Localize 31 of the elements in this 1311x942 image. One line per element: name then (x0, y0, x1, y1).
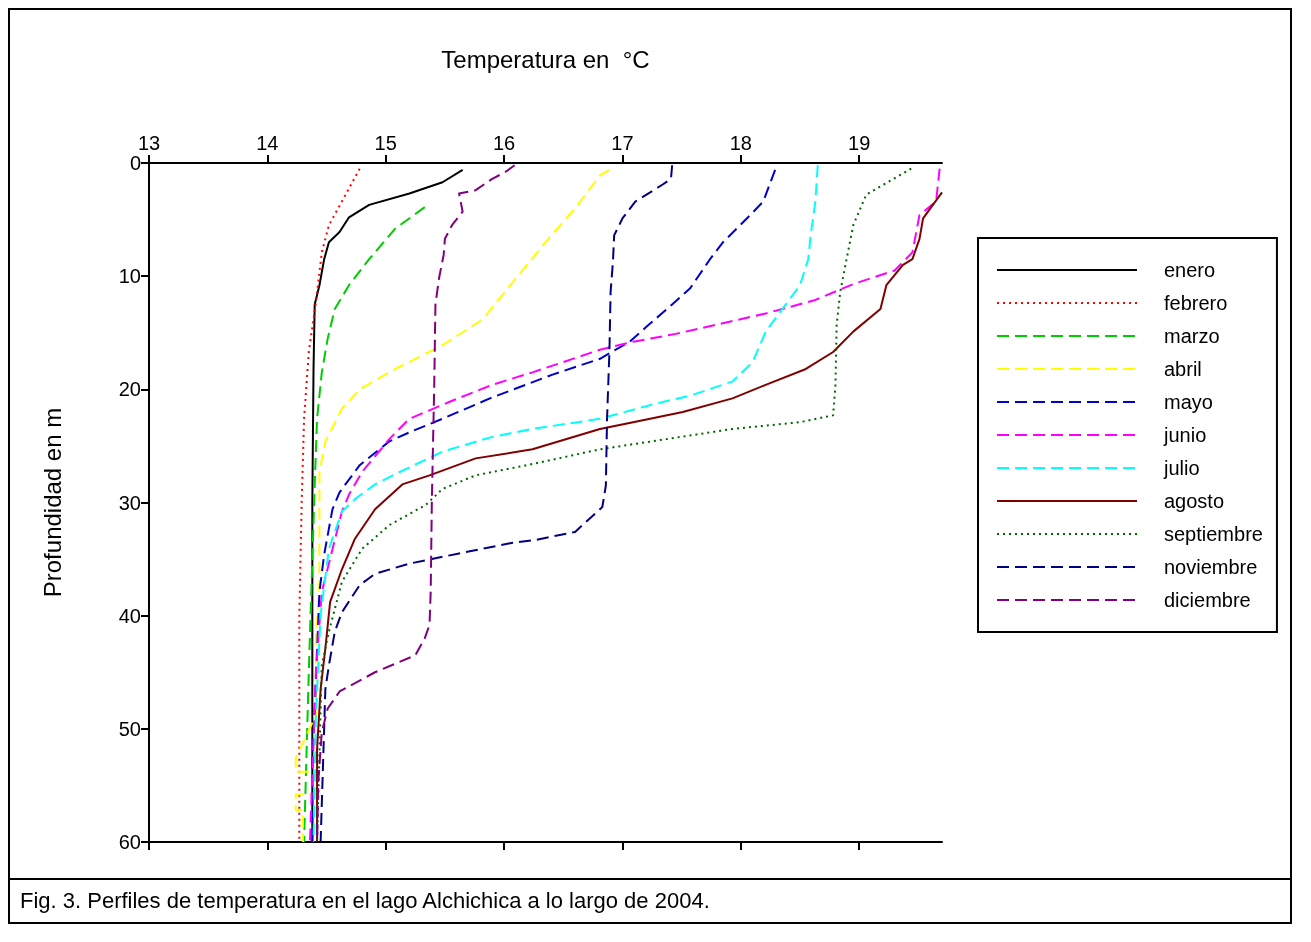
x-tick-label: 16 (492, 132, 516, 154)
y-tick-label: 40 (118, 604, 141, 627)
text: noviembre (1164, 556, 1258, 578)
x-tick-label: 19 (848, 132, 871, 154)
line-series (303, 206, 426, 843)
text: julio (1163, 457, 1200, 479)
y-tick-label: 10 (118, 265, 141, 288)
x-tick-label: 13 (137, 132, 161, 154)
text: febrero (1164, 292, 1228, 314)
text: agosto (1164, 490, 1225, 512)
x-tick-label: 17 (611, 132, 634, 154)
line-series (319, 164, 674, 843)
text: junio (1163, 424, 1207, 446)
y-axis-title: Profundidad en m (38, 407, 66, 598)
x-tick-label: 14 (256, 132, 279, 154)
text: abril (1164, 358, 1202, 380)
y-tick-label: 0 (129, 152, 141, 174)
x-tick-label: 18 (729, 132, 752, 154)
y-tick-label: 30 (118, 491, 141, 514)
caption: Fig. 3. Perfiles de temperatura en el lago Alchichica a lo largo de 2004. (10, 878, 1290, 922)
text: enero (1164, 259, 1216, 281)
y-tick-label: 50 (118, 717, 141, 740)
x-tick-label: 15 (374, 132, 397, 154)
text: diciembre (1164, 589, 1251, 611)
line-series (294, 168, 611, 843)
x-axis-title: Temperatura en °C (441, 45, 650, 73)
text: septiembre (1164, 523, 1263, 545)
text: mayo (1164, 391, 1213, 413)
y-tick-label: 20 (118, 378, 141, 401)
text: marzo (1164, 325, 1220, 347)
y-tick-label: 60 (118, 831, 141, 853)
